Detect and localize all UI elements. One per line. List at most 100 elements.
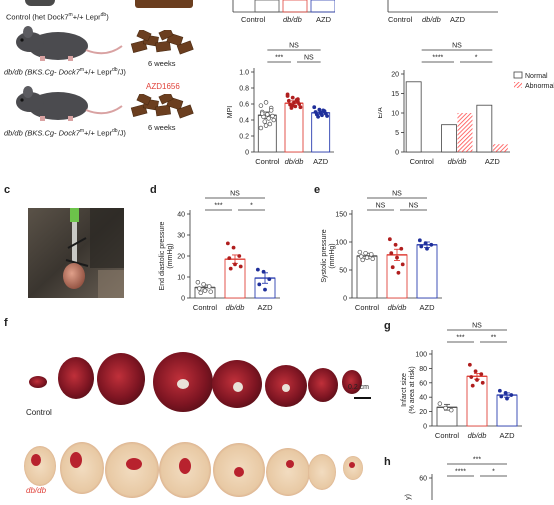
mouse-icon: [16, 86, 123, 121]
y-tick-label: 0.6: [239, 102, 249, 109]
ea-chart: 0 5 10 15 20 E/A Control db/db AZD Normal Abnormal…: [378, 43, 554, 167]
data-point: [238, 264, 243, 269]
y-tick-label: 15: [391, 91, 399, 98]
x-tick-label: AZD: [485, 157, 501, 166]
y-tick-label: 20: [177, 254, 185, 261]
significance-label: ****: [455, 469, 466, 476]
x-tick-label: Control: [255, 157, 280, 166]
bar: [416, 244, 438, 299]
bar: [386, 254, 408, 299]
data-point: [475, 378, 479, 382]
data-point: [505, 396, 509, 401]
data-point: [225, 241, 230, 246]
data-point: [237, 254, 242, 258]
data-point: [370, 256, 375, 262]
y-tick-label: 10: [177, 275, 185, 282]
panel-letter-d: d: [150, 184, 157, 196]
y-tick-label: 0.8: [239, 86, 249, 93]
data-point: [265, 112, 270, 117]
end-diastolic-pressure-chart: 0 10 20 30 40 End diastolic pressure (mmHg) Con…: [159, 191, 280, 312]
y-axis-label: y): [405, 494, 412, 500]
y-axis-label: Infarct size: [401, 373, 408, 407]
group-label-azd: db/db (BKS.Cg- Dock7m+/+ Leprdb/J): [4, 128, 126, 138]
bar-normal: [476, 104, 493, 153]
y-tick-label: 40: [177, 212, 185, 219]
significance-label: NS: [409, 203, 419, 210]
group-label-dbdb: db/db (BKS.Cg- Dock7m+/+ Leprdb/J): [4, 67, 126, 77]
food-pellets-icon: [135, 0, 193, 8]
significance-label: *: [492, 469, 495, 476]
data-point: [261, 269, 266, 274]
significance-label: ***: [473, 457, 481, 464]
data-point: [320, 113, 324, 118]
y-tick-label: 50: [339, 268, 347, 275]
data-point: [360, 257, 365, 263]
data-point: [437, 401, 443, 406]
cropped-chart-top-left: [232, 0, 335, 13]
tick-label: Control: [241, 15, 266, 24]
legend-label: Abnormal: [525, 83, 554, 90]
significance-label: NS: [304, 55, 314, 62]
tick-label: db/db: [283, 15, 302, 24]
langendorff-photo: [28, 208, 124, 298]
data-point: [257, 282, 262, 287]
data-point: [259, 111, 265, 116]
data-point: [395, 255, 399, 260]
mouse-icon: [16, 26, 123, 61]
bar-normal: [405, 81, 422, 153]
bar-abnormal: [492, 144, 508, 152]
data-point: [312, 105, 317, 110]
y-tick-label: 80: [419, 366, 427, 373]
data-point: [429, 242, 434, 247]
data-point: [266, 116, 271, 121]
bar-abnormal: [457, 113, 473, 152]
heart-sections-image: [24, 352, 371, 498]
y-axis-label: MPI: [227, 106, 234, 119]
y-axis-label: (mmHg): [329, 243, 336, 268]
significance-label: ****: [432, 55, 443, 62]
data-point: [258, 103, 264, 108]
duration-label: 6 weeks: [148, 123, 176, 132]
row-label-control: Control: [26, 408, 52, 417]
bar: [311, 112, 331, 153]
significance-label: ***: [275, 55, 283, 62]
x-tick-label: AZD: [500, 431, 516, 440]
y-tick-label: 60: [419, 380, 427, 387]
data-point: [201, 282, 206, 287]
x-tick-label: Control: [410, 157, 435, 166]
data-point: [295, 99, 300, 104]
data-point: [470, 383, 475, 388]
data-point: [233, 262, 237, 267]
panel-letter-h: h: [384, 456, 391, 468]
legend-swatch-normal: [513, 71, 523, 79]
data-point: [509, 393, 514, 397]
food-pellets-icon: [130, 94, 194, 119]
data-point: [202, 288, 208, 293]
y-axis-label: (mmHg): [167, 243, 174, 268]
bar: [356, 255, 378, 299]
data-point: [195, 279, 201, 285]
panel-letter-f: f: [4, 317, 8, 329]
significance-label: ***: [214, 203, 222, 210]
x-tick-label: db/db: [285, 157, 304, 166]
data-point: [419, 244, 424, 249]
tick-label: db/db: [422, 15, 441, 24]
data-point: [423, 241, 428, 246]
data-point: [449, 407, 454, 413]
data-point: [231, 245, 236, 250]
data-point: [290, 95, 295, 100]
duration-label: 6 weeks: [148, 59, 176, 68]
y-tick-label: 0.4: [239, 118, 249, 125]
x-tick-label: Control: [193, 303, 218, 312]
x-tick-label: AZD: [313, 157, 329, 166]
data-point: [262, 119, 268, 124]
data-point: [298, 105, 303, 110]
y-tick-label: 0: [181, 296, 185, 303]
y-tick-label: 20: [419, 409, 427, 416]
y-axis-label: (% area at risk): [409, 366, 416, 413]
x-tick-label: db/db: [468, 431, 487, 440]
significance-label: **: [491, 335, 497, 342]
data-point: [270, 113, 275, 119]
x-tick-label: db/db: [226, 303, 245, 312]
data-point: [255, 267, 260, 272]
